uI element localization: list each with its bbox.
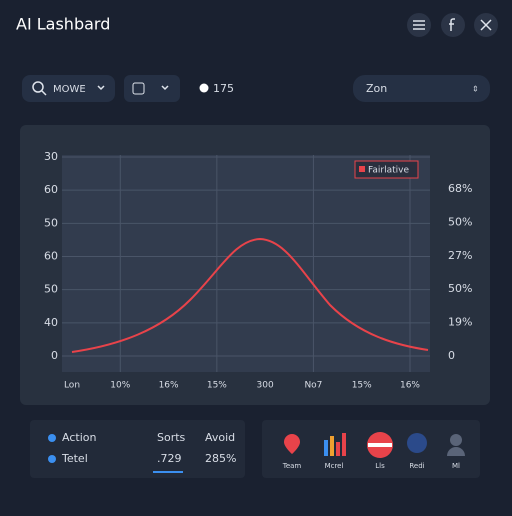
mcrel-icon[interactable] <box>324 433 346 456</box>
team-icon[interactable] <box>284 434 300 454</box>
redi-icon[interactable] <box>407 433 427 453</box>
x-axis-label: 16% <box>159 381 179 391</box>
social-button[interactable] <box>441 13 465 37</box>
right-axis-label: 27% <box>448 249 472 262</box>
left-axis-label: 60 <box>44 183 58 196</box>
column-value: .729 <box>157 452 182 465</box>
zone-select[interactable] <box>353 75 490 102</box>
left-axis-label: 50 <box>44 216 58 229</box>
search-icon <box>32 81 44 93</box>
app-label: Team <box>282 462 302 470</box>
menu-icon <box>413 20 425 30</box>
chevron <box>161 85 169 91</box>
top-icons[interactable] <box>407 13 498 37</box>
row-label: Tetel <box>61 452 88 465</box>
app-label: Lls <box>375 462 385 470</box>
curve <box>71 237 429 353</box>
left-axis-label: 50 <box>44 283 58 296</box>
zone-text: Zon <box>366 82 387 95</box>
lls-bar <box>368 443 392 447</box>
ml-icon[interactable] <box>450 434 462 446</box>
underline <box>153 471 183 473</box>
left-axis-label: 30 <box>44 150 58 163</box>
view-icon <box>132 82 145 95</box>
app-icons <box>284 432 465 458</box>
close-icon <box>480 19 492 31</box>
right-axis-label: 50% <box>448 215 472 228</box>
grid <box>62 155 430 372</box>
column-value: 285% <box>205 452 236 465</box>
x-axis-label: No7 <box>304 381 322 391</box>
app-label: Ml <box>452 462 460 470</box>
column-head: Sorts <box>157 431 186 444</box>
status-dot <box>199 83 209 93</box>
x-axis-label: 300 <box>257 381 274 391</box>
legend-box <box>354 160 419 179</box>
column-head: Avoid <box>205 431 235 444</box>
app-title: AI Lashbard <box>16 15 110 34</box>
x-axis-label: Lon <box>64 381 80 391</box>
zone-arrow: ⇕ <box>472 85 479 94</box>
plot-area <box>62 155 430 372</box>
app-label: Redi <box>409 462 424 470</box>
right-axis-label: 50% <box>448 282 472 295</box>
right-axis-label: 0 <box>448 349 455 362</box>
search-text: MOWE <box>53 84 86 95</box>
right-axis-label: 19% <box>448 316 472 329</box>
row-dot <box>48 434 56 442</box>
counter: 175 <box>213 82 234 95</box>
legend-swatch <box>359 166 365 172</box>
left-axis-label: 60 <box>44 250 58 263</box>
legend-label: Fairlative <box>368 166 409 176</box>
search-decor <box>41 85 105 96</box>
app-label: Mcrel <box>325 462 344 470</box>
social-icon <box>449 18 455 31</box>
right-axis-label: 68% <box>448 182 472 195</box>
ml-body <box>447 447 465 456</box>
x-axis-label: 10% <box>110 381 130 391</box>
view-dropdown[interactable] <box>124 75 180 102</box>
x-axis-label: 16% <box>400 381 420 391</box>
left-axis-label: 40 <box>44 316 58 329</box>
row-dot <box>48 455 56 463</box>
row-label: Action <box>62 431 96 444</box>
left-axis-label: 0 <box>51 349 58 362</box>
x-axis-label: 15% <box>207 381 227 391</box>
x-axis-label: 15% <box>352 381 372 391</box>
stats-panel <box>30 420 245 478</box>
